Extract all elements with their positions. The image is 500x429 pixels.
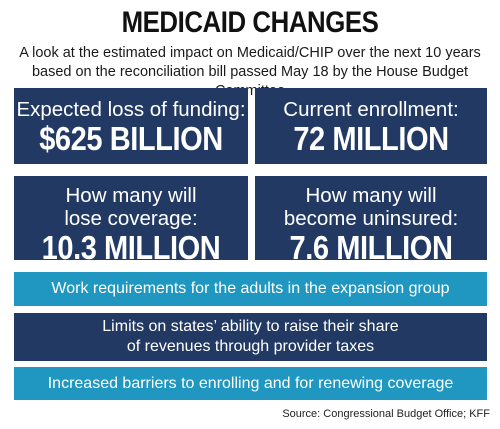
infographic-title: MEDICAID CHANGES <box>121 6 379 39</box>
stat-box-current-enrollment: Current enrollment: 72 MILLION <box>255 88 487 164</box>
change-bar-work-requirements: Work requirements for the adults in the … <box>14 272 487 306</box>
change-text-line-2: of revenues through provider taxes <box>126 338 375 355</box>
stat-box-become-uninsured: How many will become uninsured: 7.6 MILL… <box>255 176 487 266</box>
stat-label: Expected loss of funding: <box>16 98 246 121</box>
change-bar-provider-taxes: Limits on states’ ability to raise their… <box>14 313 487 361</box>
subtitle-line-1: A look at the estimated impact on Medica… <box>19 45 481 61</box>
stat-label-line-1: How many will <box>305 184 437 207</box>
stat-box-lose-coverage: How many will lose coverage: 10.3 MILLIO… <box>14 176 248 266</box>
stat-label-line-2: become uninsured: <box>283 207 459 230</box>
stat-box-funding-loss: Expected loss of funding: $625 BILLION <box>14 88 248 164</box>
stat-value: 7.6 MILLION <box>289 229 453 266</box>
change-text: Work requirements for the adults in the … <box>51 280 450 297</box>
stat-label-line-1: How many will <box>65 184 197 207</box>
change-bar-enrollment-barriers: Increased barriers to enrolling and for … <box>14 367 487 400</box>
stat-label-line-2: lose coverage: <box>64 207 198 230</box>
stat-value: $625 BILLION <box>39 120 223 157</box>
stat-value: 72 MILLION <box>293 120 449 157</box>
change-text-line-1: Limits on states’ ability to raise their… <box>102 318 399 335</box>
stat-value: 10.3 MILLION <box>41 229 221 266</box>
stat-label: Current enrollment: <box>283 98 459 121</box>
change-text: Increased barriers to enrolling and for … <box>47 374 454 392</box>
source-note: Source: Congressional Budget Office; KFF <box>282 408 490 420</box>
